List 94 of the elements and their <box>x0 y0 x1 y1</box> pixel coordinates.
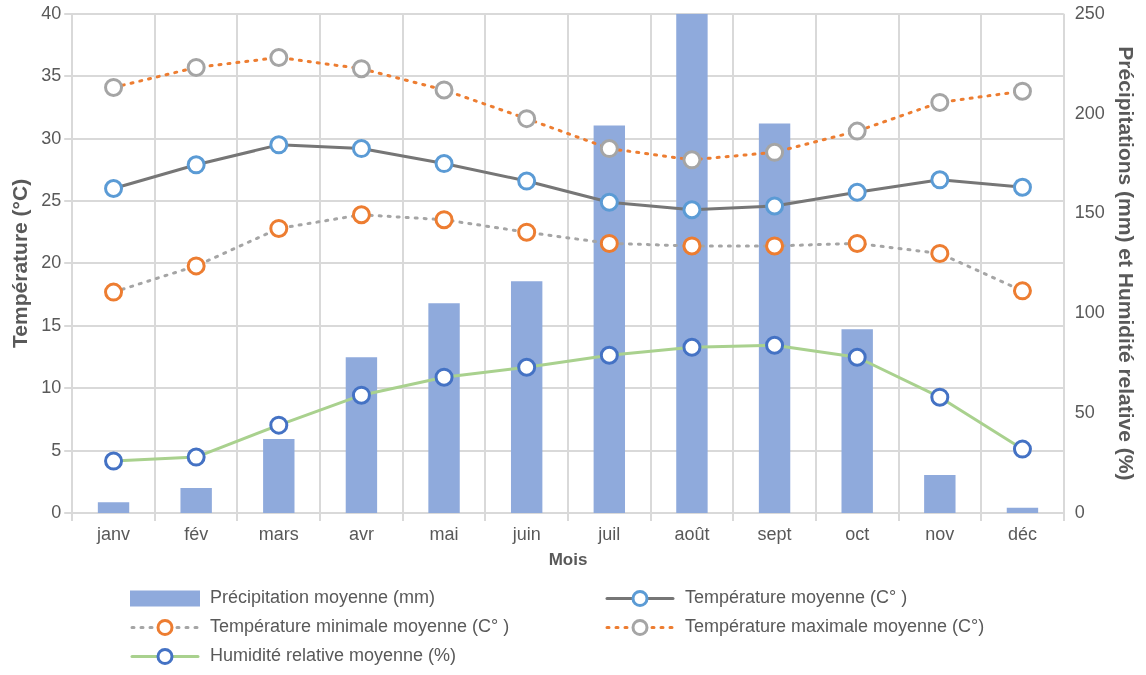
point <box>930 92 950 112</box>
point <box>599 139 619 159</box>
point <box>351 205 371 225</box>
y-tick-label: 15 <box>41 314 62 335</box>
point <box>434 80 454 100</box>
point <box>269 135 289 155</box>
y-tick-label: 35 <box>41 65 62 86</box>
point <box>847 121 867 141</box>
x-tick-label: fév <box>184 523 209 544</box>
bar <box>180 488 212 513</box>
bar <box>510 281 543 513</box>
x-tick-label: janv <box>96 523 131 544</box>
bar <box>97 502 130 513</box>
point <box>517 109 537 129</box>
x-axis-title: Mois <box>548 550 588 570</box>
point <box>765 142 785 162</box>
x-tick-label: mars <box>258 523 299 544</box>
legend-label: Température minimale moyenne (C° ) <box>210 616 510 637</box>
point <box>847 182 867 202</box>
point <box>1012 177 1032 197</box>
point <box>765 196 785 216</box>
point <box>517 357 537 377</box>
point <box>104 179 124 199</box>
point <box>765 236 785 256</box>
point <box>186 256 206 276</box>
point <box>269 415 289 435</box>
point <box>682 337 702 357</box>
point <box>104 282 124 302</box>
bar <box>924 475 956 513</box>
bar <box>841 329 873 513</box>
point <box>765 335 785 355</box>
point <box>517 171 537 191</box>
y2-axis-title: Précipitations (mm) et Humidité relative (%) <box>1114 46 1138 481</box>
point <box>599 345 619 365</box>
point <box>186 57 206 77</box>
point <box>599 233 619 253</box>
point <box>269 218 289 238</box>
point <box>351 59 371 79</box>
y2-tick-label: 150 <box>1074 202 1105 223</box>
point <box>682 150 702 170</box>
x-tick-label: juil <box>597 523 621 544</box>
x-tick-label: août <box>674 523 710 544</box>
point <box>682 200 702 220</box>
y-tick-label: 20 <box>41 252 62 273</box>
bar <box>345 357 378 513</box>
point <box>186 447 206 467</box>
y2-tick-label: 250 <box>1074 2 1105 23</box>
legend-label: Température maximale moyenne (C°) <box>685 616 985 637</box>
y-tick-label: 10 <box>41 377 62 398</box>
point <box>186 155 206 175</box>
y-axis-title: Température (°C) <box>8 178 32 348</box>
x-tick-label: avr <box>348 523 374 544</box>
point <box>351 385 371 405</box>
point <box>434 210 454 230</box>
bar <box>676 13 708 513</box>
x-tick-label: déc <box>1007 523 1037 544</box>
y2-tick-label: 50 <box>1074 402 1095 423</box>
point <box>930 387 950 407</box>
point <box>434 367 454 387</box>
bar <box>1006 507 1039 513</box>
point <box>1012 81 1032 101</box>
point <box>104 77 124 97</box>
point <box>1012 439 1032 459</box>
bar <box>263 439 295 513</box>
point <box>434 154 454 174</box>
y-tick-label: 25 <box>41 189 62 210</box>
legend-label: Humidité relative moyenne (%) <box>210 645 457 666</box>
point <box>351 139 371 159</box>
point <box>104 451 124 471</box>
x-tick-label: juin <box>511 523 541 544</box>
point <box>847 233 867 253</box>
y-tick-label: 40 <box>41 2 62 23</box>
point <box>599 192 619 212</box>
y2-tick-label: 200 <box>1074 102 1105 123</box>
x-tick-label: oct <box>845 523 870 544</box>
x-tick-label: mai <box>429 523 459 544</box>
legend-label: Température moyenne (C° ) <box>685 587 908 608</box>
point <box>930 243 950 263</box>
bar <box>428 303 460 513</box>
y-tick-label: 30 <box>41 127 62 148</box>
x-tick-label: nov <box>925 523 955 544</box>
legend-label: Précipitation moyenne (mm) <box>210 587 436 608</box>
point <box>517 222 537 242</box>
y-tick-label: 0 <box>51 501 62 522</box>
y-tick-label: 5 <box>51 439 62 460</box>
point <box>930 170 950 190</box>
bar <box>758 123 791 513</box>
x-tick-label: sept <box>757 523 792 544</box>
point <box>847 347 867 367</box>
point <box>269 47 289 67</box>
point <box>1012 281 1032 301</box>
y2-tick-label: 0 <box>1074 501 1085 522</box>
point <box>682 236 702 256</box>
y2-tick-label: 100 <box>1074 302 1105 323</box>
